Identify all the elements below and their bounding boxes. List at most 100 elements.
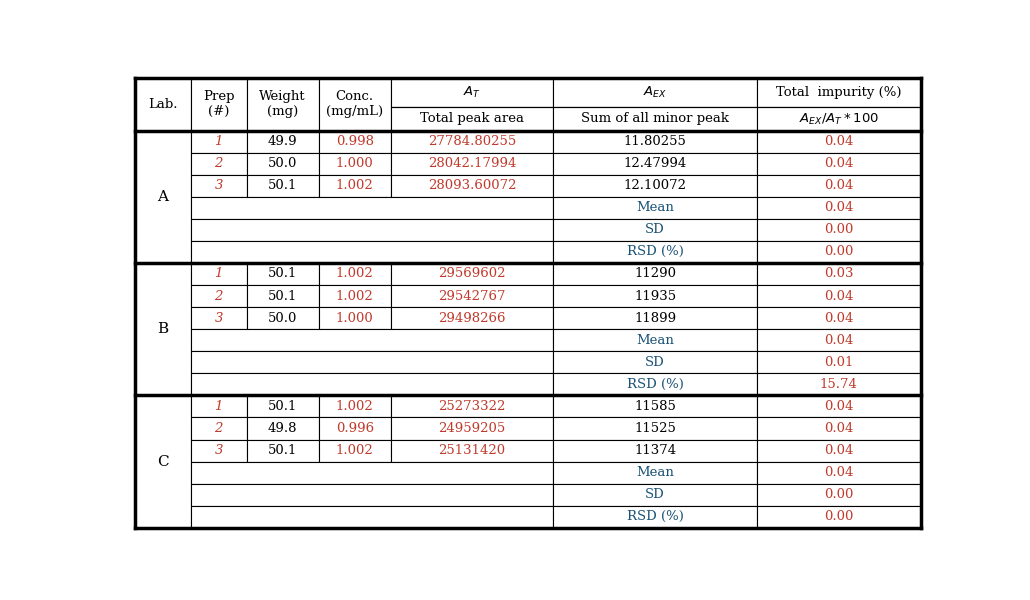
Text: 1.002: 1.002 bbox=[336, 179, 374, 192]
Bar bbox=[318, 152, 390, 175]
Bar bbox=[191, 440, 246, 461]
Text: C: C bbox=[157, 455, 169, 469]
Bar bbox=[553, 219, 757, 241]
Text: 2: 2 bbox=[214, 290, 222, 302]
Bar bbox=[390, 263, 553, 285]
Bar bbox=[246, 418, 318, 440]
Bar bbox=[757, 197, 921, 219]
Bar bbox=[191, 78, 246, 131]
Bar bbox=[757, 484, 921, 506]
Bar bbox=[191, 285, 246, 307]
Text: 0.04: 0.04 bbox=[824, 400, 854, 413]
Bar bbox=[757, 263, 921, 285]
Bar bbox=[318, 131, 390, 152]
Text: 0.04: 0.04 bbox=[824, 311, 854, 325]
Bar bbox=[390, 78, 553, 107]
Bar bbox=[390, 307, 553, 329]
Text: 11374: 11374 bbox=[633, 444, 676, 457]
Text: 1: 1 bbox=[214, 135, 222, 148]
Bar bbox=[553, 440, 757, 461]
Bar bbox=[553, 285, 757, 307]
Text: 27784.80255: 27784.80255 bbox=[428, 135, 516, 148]
Text: 28093.60072: 28093.60072 bbox=[427, 179, 516, 192]
Bar bbox=[191, 197, 553, 219]
Text: 1.002: 1.002 bbox=[336, 290, 374, 302]
Text: Sum of all minor peak: Sum of all minor peak bbox=[581, 112, 729, 125]
Bar bbox=[191, 418, 246, 440]
Text: 49.8: 49.8 bbox=[268, 422, 298, 435]
Text: 1.000: 1.000 bbox=[336, 157, 374, 170]
Text: B: B bbox=[158, 322, 168, 336]
Text: 0.00: 0.00 bbox=[824, 511, 854, 523]
Text: 2: 2 bbox=[214, 157, 222, 170]
Bar bbox=[757, 241, 921, 263]
Text: 2: 2 bbox=[214, 422, 222, 435]
Bar bbox=[390, 418, 553, 440]
Bar bbox=[191, 506, 553, 528]
Text: 50.1: 50.1 bbox=[268, 290, 298, 302]
Text: 24959205: 24959205 bbox=[439, 422, 506, 435]
Text: 0.00: 0.00 bbox=[824, 245, 854, 259]
Bar bbox=[191, 241, 553, 263]
Bar bbox=[318, 307, 390, 329]
Text: SD: SD bbox=[645, 356, 665, 369]
Bar bbox=[318, 395, 390, 418]
Bar bbox=[553, 395, 757, 418]
Bar bbox=[553, 307, 757, 329]
Bar bbox=[246, 152, 318, 175]
Bar bbox=[191, 307, 246, 329]
Text: 25273322: 25273322 bbox=[439, 400, 506, 413]
Text: Total peak area: Total peak area bbox=[420, 112, 524, 125]
Text: 0.03: 0.03 bbox=[824, 268, 854, 280]
Bar bbox=[757, 461, 921, 484]
Bar bbox=[553, 351, 757, 373]
Text: 1: 1 bbox=[214, 400, 222, 413]
Text: Prep
(#): Prep (#) bbox=[203, 91, 235, 118]
Bar bbox=[390, 175, 553, 197]
Bar bbox=[757, 175, 921, 197]
Text: 0.04: 0.04 bbox=[824, 135, 854, 148]
Bar bbox=[757, 395, 921, 418]
Bar bbox=[246, 395, 318, 418]
Text: 11899: 11899 bbox=[633, 311, 676, 325]
Bar bbox=[757, 107, 921, 131]
Bar bbox=[553, 78, 757, 107]
Text: 50.0: 50.0 bbox=[268, 157, 298, 170]
Text: 28042.17994: 28042.17994 bbox=[427, 157, 516, 170]
Text: 15.74: 15.74 bbox=[820, 378, 858, 391]
Bar bbox=[553, 152, 757, 175]
Bar bbox=[757, 285, 921, 307]
Bar bbox=[318, 285, 390, 307]
Bar bbox=[246, 131, 318, 152]
Bar bbox=[757, 506, 921, 528]
Text: 1: 1 bbox=[214, 268, 222, 280]
Bar bbox=[390, 285, 553, 307]
Bar bbox=[318, 440, 390, 461]
Text: Mean: Mean bbox=[637, 334, 674, 347]
Text: 11935: 11935 bbox=[633, 290, 676, 302]
Text: 11585: 11585 bbox=[634, 400, 676, 413]
Text: 0.00: 0.00 bbox=[824, 488, 854, 501]
Text: $A_T$: $A_T$ bbox=[464, 85, 481, 100]
Bar bbox=[191, 461, 553, 484]
Text: 11525: 11525 bbox=[634, 422, 676, 435]
Text: RSD (%): RSD (%) bbox=[626, 511, 684, 523]
Bar bbox=[553, 107, 757, 131]
Text: 29542767: 29542767 bbox=[439, 290, 506, 302]
Bar bbox=[191, 351, 553, 373]
Text: A: A bbox=[158, 190, 168, 204]
Text: 50.1: 50.1 bbox=[268, 179, 298, 192]
Bar bbox=[553, 506, 757, 528]
Text: Mean: Mean bbox=[637, 201, 674, 214]
Bar bbox=[246, 175, 318, 197]
Text: 3: 3 bbox=[214, 311, 222, 325]
Text: 50.1: 50.1 bbox=[268, 444, 298, 457]
Bar bbox=[553, 131, 757, 152]
Bar bbox=[757, 351, 921, 373]
Bar bbox=[757, 440, 921, 461]
Bar bbox=[246, 263, 318, 285]
Text: Weight
(mg): Weight (mg) bbox=[260, 91, 306, 118]
Bar bbox=[757, 329, 921, 351]
Bar bbox=[553, 373, 757, 395]
Text: 3: 3 bbox=[214, 444, 222, 457]
